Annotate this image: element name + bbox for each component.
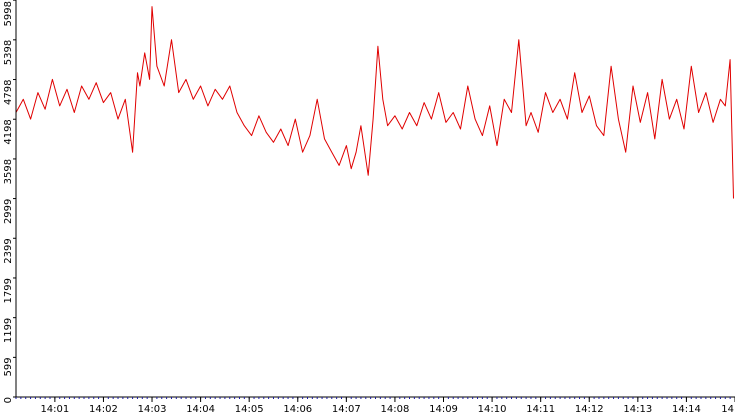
y-tick-label: 5998: [3, 1, 14, 26]
x-tick-label: 14:12: [575, 404, 604, 415]
y-tick-label: 1199: [3, 318, 14, 343]
axes: 0 599 1199 1799 2399 2999 3598 4198 4798 5398 5998…: [3, 0, 735, 415]
x-tick-label: 14:06: [283, 404, 312, 415]
y-tick-label: 0: [3, 397, 14, 403]
x-tick-label: 14:14: [672, 404, 701, 415]
y-tick-label: 5398: [3, 40, 14, 65]
x-tick-label: 14:02: [89, 404, 118, 415]
x-tick-label: 14:07: [332, 404, 361, 415]
x-tick-label: 14:11: [526, 404, 555, 415]
x-tick-label: 14:01: [40, 404, 69, 415]
x-tick-label: 14:13: [623, 404, 652, 415]
x-tick-label: 14:08: [381, 404, 410, 415]
y-tick-label: 4798: [3, 80, 14, 105]
y-tick-label: 1799: [3, 278, 14, 303]
x-tick-label: 14:03: [138, 404, 167, 415]
x-tick-label: 14:04: [186, 404, 215, 415]
series-line-0: [15, 6, 734, 199]
y-tick-label: 3598: [3, 159, 14, 184]
x-tick-label: 14:10: [478, 404, 507, 415]
y-tick-label: 4198: [3, 119, 14, 144]
y-tick-label: 2399: [3, 238, 14, 263]
x-tick-label: 14:09: [429, 404, 458, 415]
x-tick-label: 14:05: [235, 404, 264, 415]
y-tick-label: 2999: [3, 199, 14, 224]
y-tick-label: 599: [3, 357, 14, 376]
plot-area: [15, 6, 734, 199]
x-tick-label: 14: [721, 404, 734, 415]
